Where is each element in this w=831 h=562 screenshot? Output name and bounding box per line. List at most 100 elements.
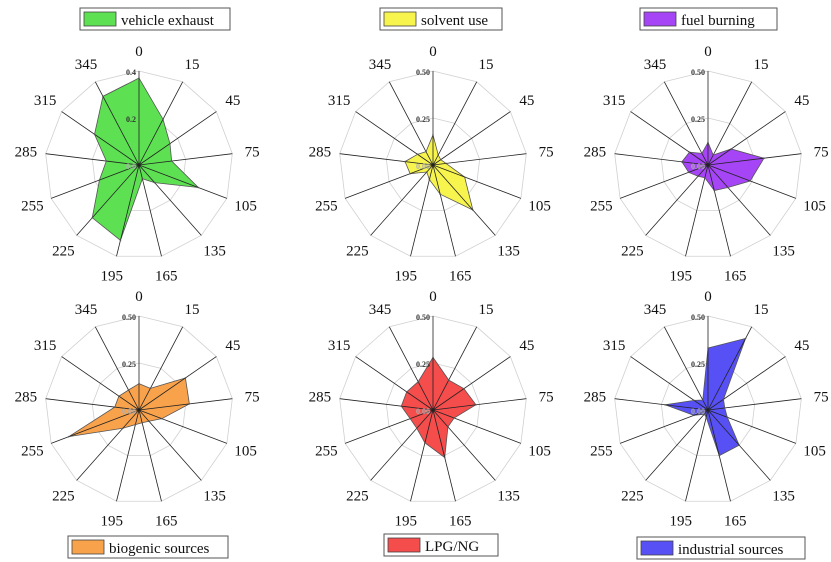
direction-label: 165 bbox=[449, 514, 472, 530]
radial-tick-label: 0.00 bbox=[691, 407, 705, 416]
radar-data-point bbox=[664, 403, 666, 406]
direction-label: 285 bbox=[309, 144, 332, 160]
legend-swatch bbox=[71, 539, 105, 555]
direction-label: 195 bbox=[669, 269, 692, 285]
radar-data-point bbox=[169, 142, 171, 145]
radar-axis-spoke bbox=[370, 409, 434, 481]
radar-data-point bbox=[141, 177, 144, 180]
direction-label: 135 bbox=[497, 488, 520, 504]
radar-axis-spoke bbox=[707, 164, 731, 257]
direction-label: 105 bbox=[803, 443, 826, 459]
radial-tick-label: 0.25 bbox=[691, 360, 705, 369]
radar-axis-spoke bbox=[339, 153, 434, 166]
direction-label: 225 bbox=[346, 488, 369, 504]
radial-tick-label: 0.0 bbox=[126, 162, 136, 171]
radial-tick-label: 0.50 bbox=[122, 313, 136, 322]
direction-label: 0 bbox=[135, 44, 143, 60]
direction-label: 105 bbox=[803, 198, 826, 214]
radar-data-point bbox=[98, 179, 101, 181]
radar-axis-spoke bbox=[138, 326, 184, 411]
radar-data-point bbox=[439, 158, 442, 161]
direction-label: 345 bbox=[644, 57, 667, 73]
direction-label: 45 bbox=[225, 338, 240, 354]
radar-data-point bbox=[463, 387, 465, 390]
radar-axis-spoke bbox=[138, 409, 162, 502]
radar-axis-spoke bbox=[432, 111, 511, 166]
direction-label: 285 bbox=[584, 389, 607, 405]
direction-label: 105 bbox=[234, 443, 257, 459]
radar-axis-spoke bbox=[138, 81, 184, 166]
radar-axis-spoke bbox=[94, 326, 140, 411]
direction-label: 45 bbox=[225, 93, 240, 109]
radar-series-area bbox=[68, 377, 190, 438]
direction-label: 0 bbox=[704, 289, 712, 305]
direction-label: 225 bbox=[52, 488, 75, 504]
radar-grid-ring bbox=[385, 117, 481, 212]
radar-data-point bbox=[718, 454, 721, 457]
direction-label: 45 bbox=[519, 93, 534, 109]
radar-axis-spoke bbox=[50, 409, 140, 444]
radar-axis-spoke bbox=[685, 409, 709, 502]
radar-data-point bbox=[119, 239, 122, 242]
direction-label: 135 bbox=[203, 243, 226, 259]
radar-data-point bbox=[409, 172, 411, 175]
radar-axis-spoke bbox=[138, 398, 233, 411]
direction-label: 75 bbox=[814, 144, 829, 160]
radar-data-point bbox=[707, 347, 709, 349]
radar-axis-spoke bbox=[344, 164, 434, 199]
radar-axis-spoke bbox=[707, 164, 797, 199]
radial-tick-label: 0.4 bbox=[126, 68, 136, 77]
radar-data-point bbox=[447, 426, 449, 428]
direction-label: 315 bbox=[34, 338, 57, 354]
direction-label: 345 bbox=[369, 57, 392, 73]
direction-label: 165 bbox=[724, 269, 747, 285]
radar-data-point bbox=[425, 150, 427, 153]
radar-series-area bbox=[91, 77, 200, 241]
radial-tick-label: 0.00 bbox=[416, 162, 430, 171]
radar-axis-spoke bbox=[61, 356, 140, 411]
radar-data-point bbox=[118, 395, 120, 397]
radar-axis-spoke bbox=[619, 164, 709, 199]
direction-label: 315 bbox=[603, 338, 626, 354]
radial-tick-label: 0.00 bbox=[416, 407, 430, 416]
radar-data-point bbox=[463, 176, 466, 178]
direction-label: 285 bbox=[15, 144, 38, 160]
radar-data-point bbox=[726, 416, 729, 419]
radar-axis-spoke bbox=[432, 409, 496, 481]
direction-label: 15 bbox=[478, 302, 493, 318]
radar-grid-ring bbox=[660, 362, 756, 457]
radar-axis-spoke bbox=[355, 111, 434, 166]
legend-swatch bbox=[83, 11, 117, 27]
radar-axis-spoke bbox=[432, 398, 527, 411]
radar-data-point bbox=[91, 216, 94, 219]
direction-label: 165 bbox=[155, 514, 178, 530]
radar-data-point bbox=[749, 180, 751, 182]
legend-label: LPG/NG bbox=[425, 539, 479, 555]
direction-label: 75 bbox=[245, 389, 260, 405]
radar-data-point bbox=[162, 118, 164, 121]
radar-data-point bbox=[428, 178, 431, 181]
radar-data-point bbox=[148, 420, 150, 423]
direction-label: 15 bbox=[753, 302, 768, 318]
legend-box bbox=[79, 7, 231, 31]
radar-axis-spoke bbox=[663, 326, 709, 411]
radar-grid-ring bbox=[614, 315, 802, 502]
radar-axis-spoke bbox=[339, 398, 434, 411]
radar-data-point bbox=[161, 417, 163, 420]
radar-data-point bbox=[188, 403, 191, 405]
radar-grid-ring bbox=[614, 70, 802, 257]
radar-data-point bbox=[415, 427, 418, 430]
direction-label: 0 bbox=[704, 44, 712, 60]
radar-axis-spoke bbox=[432, 164, 522, 199]
radar-axis-spoke bbox=[614, 398, 709, 411]
radar-data-point bbox=[121, 427, 124, 430]
radar-data-point bbox=[153, 181, 156, 184]
radar-data-point bbox=[447, 379, 450, 381]
radar-axis-spoke bbox=[355, 356, 434, 411]
radial-tick-label: 0.2 bbox=[126, 115, 136, 124]
radar-axis-spoke bbox=[50, 164, 140, 199]
direction-label: 75 bbox=[539, 144, 554, 160]
radar-axis-spoke bbox=[432, 153, 527, 166]
direction-label: 345 bbox=[369, 302, 392, 318]
radar-axis-spoke bbox=[76, 409, 140, 481]
